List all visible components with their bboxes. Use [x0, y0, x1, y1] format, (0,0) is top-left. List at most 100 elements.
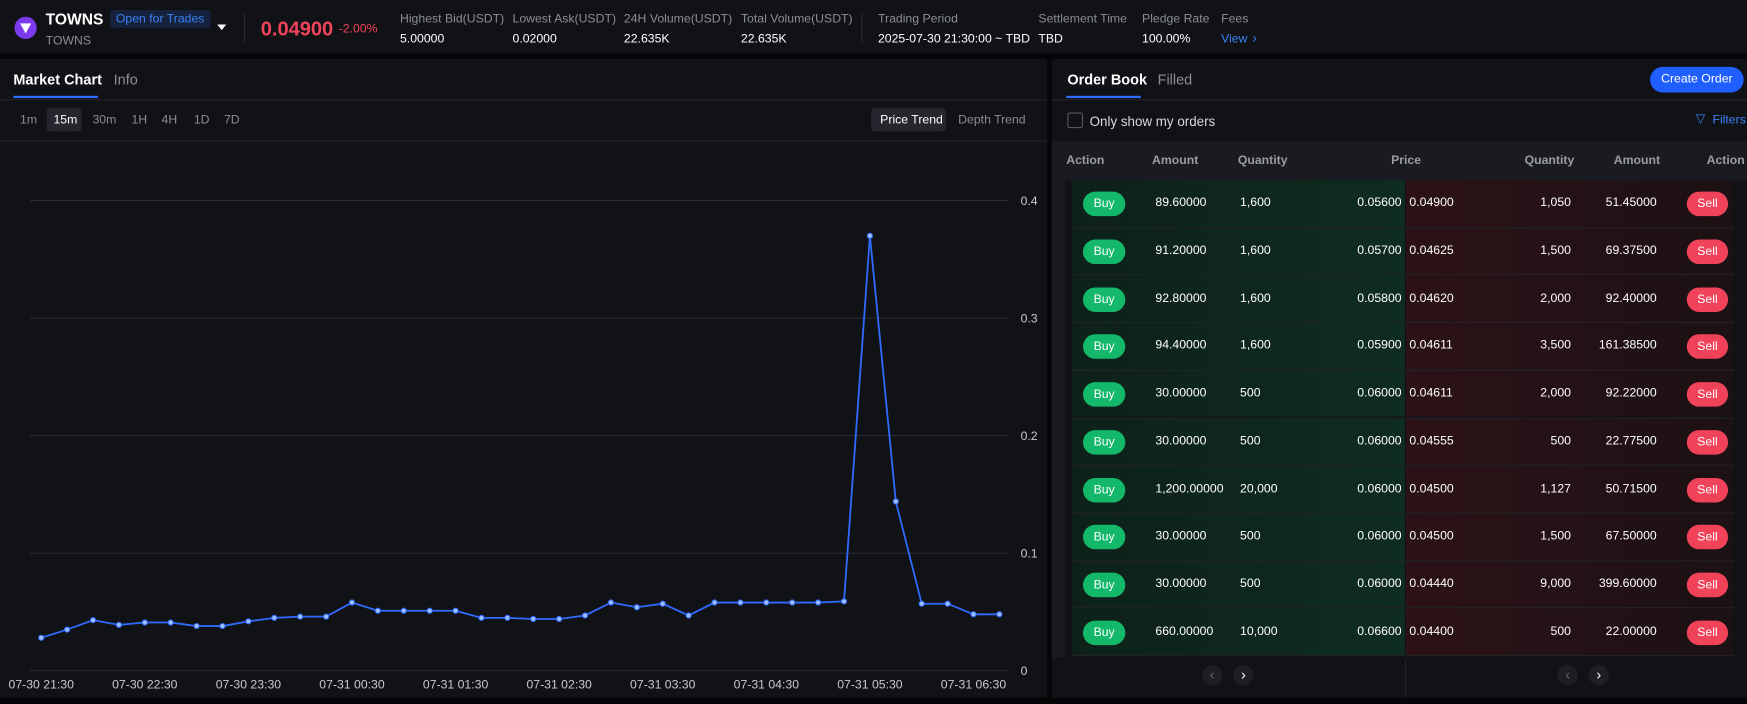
- sell-button[interactable]: Sell: [1687, 287, 1728, 312]
- data-point: [790, 600, 795, 605]
- filters-link[interactable]: Filters: [1712, 114, 1745, 127]
- tab[interactable]: Info: [114, 71, 138, 88]
- data-point: [168, 620, 173, 625]
- buy-amount: 30.00000: [1155, 577, 1206, 590]
- interval-button[interactable]: 7D: [224, 114, 240, 127]
- stat-label: Settlement Time: [1038, 12, 1127, 25]
- buy-button[interactable]: Buy: [1083, 192, 1125, 217]
- data-point: [427, 608, 432, 613]
- data-point: [712, 600, 717, 605]
- sell-button[interactable]: Sell: [1687, 573, 1728, 598]
- data-point: [557, 616, 562, 621]
- tab[interactable]: Order Book: [1067, 71, 1147, 88]
- sell-price: 0.04625: [1409, 244, 1453, 257]
- fees-link[interactable]: View: [1221, 32, 1247, 45]
- page-button[interactable]: ‹: [1202, 665, 1222, 685]
- data-point: [298, 614, 303, 619]
- buy-button[interactable]: Buy: [1083, 477, 1125, 502]
- interval-button[interactable]: 15m: [53, 114, 77, 127]
- buy-price: 0.06000: [1290, 387, 1401, 400]
- y-tick-label: 0.2: [1021, 429, 1038, 443]
- trend-tab[interactable]: Depth Trend: [958, 114, 1025, 127]
- stat-label: Total Volume(USDT): [741, 12, 853, 25]
- interval-button[interactable]: 4H: [162, 114, 178, 127]
- stat-label: Lowest Ask(USDT): [513, 12, 617, 25]
- stat-label: Highest Bid(USDT): [400, 12, 504, 25]
- buy-quantity: 500: [1240, 530, 1260, 543]
- buy-button[interactable]: Buy: [1083, 240, 1125, 265]
- checkbox[interactable]: [1067, 113, 1083, 129]
- buy-quantity: 10,000: [1240, 625, 1277, 638]
- tab[interactable]: Market Chart: [13, 71, 102, 88]
- stat-label: Pledge Rate: [1142, 12, 1209, 25]
- interval-button[interactable]: 1m: [20, 114, 37, 127]
- sell-button[interactable]: Sell: [1687, 430, 1728, 455]
- buy-quantity: 500: [1240, 387, 1260, 400]
- buy-price: 0.05700: [1290, 244, 1401, 257]
- tab[interactable]: Filled: [1158, 71, 1193, 88]
- sell-price: 0.04400: [1409, 625, 1453, 638]
- stat-label: Trading Period: [878, 12, 958, 25]
- data-point: [220, 623, 225, 628]
- sell-button[interactable]: Sell: [1687, 477, 1728, 502]
- stat-value: 100.00%: [1142, 32, 1190, 45]
- scrollbar[interactable]: [1052, 180, 1065, 657]
- sell-button[interactable]: Sell: [1687, 192, 1728, 217]
- buy-amount: 1,200.00000: [1155, 482, 1223, 495]
- sell-button[interactable]: Sell: [1687, 335, 1728, 360]
- sell-amount: 22.00000: [1545, 625, 1656, 638]
- interval-button[interactable]: 30m: [92, 114, 116, 127]
- sell-amount: 399.60000: [1545, 577, 1656, 590]
- stat-value: TBD: [1038, 32, 1063, 45]
- buy-amount: 94.40000: [1155, 339, 1206, 352]
- data-point: [194, 623, 199, 628]
- buy-quantity: 1,600: [1240, 244, 1271, 257]
- data-point: [634, 605, 639, 610]
- buy-button[interactable]: Buy: [1083, 573, 1125, 598]
- page-button[interactable]: ›: [1233, 665, 1253, 685]
- sell-button[interactable]: Sell: [1687, 620, 1728, 645]
- data-point: [816, 600, 821, 605]
- page-button[interactable]: ›: [1589, 665, 1609, 685]
- data-point: [246, 619, 251, 624]
- checkbox-label[interactable]: Only show my orders: [1090, 114, 1216, 130]
- sell-amount: 22.77500: [1545, 434, 1656, 447]
- y-tick-label: 0.4: [1021, 194, 1038, 208]
- data-point: [90, 618, 95, 623]
- interval-button[interactable]: 1D: [194, 114, 210, 127]
- sell-price: 0.04620: [1409, 292, 1453, 305]
- stat-value: 0.02000: [513, 32, 557, 45]
- trend-tab[interactable]: Price Trend: [880, 114, 943, 127]
- buy-button[interactable]: Buy: [1083, 525, 1125, 550]
- data-point: [116, 622, 121, 627]
- buy-button[interactable]: Buy: [1083, 287, 1125, 312]
- buy-button[interactable]: Buy: [1083, 430, 1125, 455]
- interval-button[interactable]: 1H: [131, 114, 147, 127]
- column-header: Amount: [1571, 154, 1660, 167]
- buy-quantity: 500: [1240, 434, 1260, 447]
- sell-amount: 92.40000: [1545, 292, 1656, 305]
- data-point: [764, 600, 769, 605]
- buy-button[interactable]: Buy: [1083, 620, 1125, 645]
- x-tick-label: 07-31 06:30: [941, 678, 1007, 692]
- x-tick-label: 07-31 05:30: [837, 678, 903, 692]
- sell-amount: 69.37500: [1545, 244, 1656, 257]
- data-point: [505, 615, 510, 620]
- page-button[interactable]: ‹: [1558, 665, 1578, 685]
- data-point: [919, 601, 924, 606]
- data-point: [453, 608, 458, 613]
- sell-button[interactable]: Sell: [1687, 382, 1728, 407]
- buy-button[interactable]: Buy: [1083, 382, 1125, 407]
- sell-button[interactable]: Sell: [1687, 240, 1728, 265]
- sell-button[interactable]: Sell: [1687, 525, 1728, 550]
- data-point: [479, 615, 484, 620]
- buy-quantity: 1,600: [1240, 196, 1271, 209]
- data-point: [841, 599, 846, 604]
- stat-label: 24H Volume(USDT): [624, 12, 732, 25]
- buy-price: 0.06600: [1290, 625, 1401, 638]
- buy-button[interactable]: Buy: [1083, 335, 1125, 360]
- create-order-button[interactable]: Create Order: [1650, 67, 1744, 93]
- data-point: [945, 601, 950, 606]
